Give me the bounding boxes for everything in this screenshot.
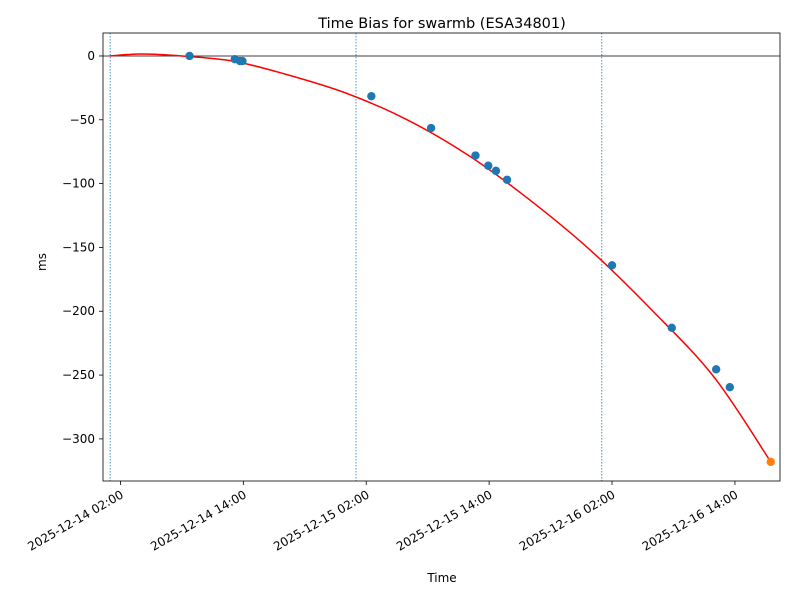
- observed-point: [426, 123, 436, 133]
- chart-title: Time Bias for swarmb (ESA34801): [317, 16, 566, 32]
- observed-point: [607, 261, 617, 270]
- observed-point: [185, 51, 194, 61]
- vertical-lines: [109, 33, 603, 481]
- y-axis-label: ms: [35, 253, 49, 271]
- y-tick-label: −50: [70, 113, 95, 127]
- observed-point: [502, 175, 512, 184]
- observed-point: [667, 323, 676, 333]
- observed-point: [471, 151, 480, 160]
- fit-curve-line: [110, 53, 772, 463]
- y-tick-label: −300: [62, 432, 95, 446]
- observed-point: [238, 56, 247, 66]
- data-points: [185, 51, 775, 467]
- predicted-point: [766, 457, 775, 467]
- y-tick-label: −100: [62, 177, 95, 191]
- x-tick-label: 2025-12-15 14:00: [394, 487, 495, 553]
- x-tick-label: 2025-12-16 02:00: [517, 487, 618, 553]
- observed-point: [484, 161, 493, 170]
- observed-point: [725, 382, 735, 392]
- y-tick-label: −250: [62, 368, 95, 382]
- x-axis-label: Time: [426, 571, 456, 585]
- plot-frame: [102, 32, 781, 482]
- fit-curve-group: [110, 53, 772, 463]
- x-tick-label: 2025-12-15 02:00: [271, 487, 372, 553]
- y-tick-label: −200: [62, 304, 95, 318]
- observed-point: [711, 365, 721, 374]
- y-tick-label: −150: [62, 240, 95, 254]
- observed-point: [367, 91, 376, 101]
- x-tick-label: 2025-12-14 14:00: [148, 487, 249, 553]
- x-tick-label: 2025-12-14 02:00: [25, 487, 126, 553]
- y-tick-label: 0: [87, 49, 95, 63]
- x-tick-label: 2025-12-16 14:00: [640, 487, 741, 553]
- observed-point: [491, 166, 501, 176]
- y-axis-ticks: 0 −50 −100 −150 −200 −250 −300: [62, 49, 103, 446]
- x-axis-ticks: 2025-12-14 02:00 2025-12-14 14:00 2025-12-…: [25, 481, 740, 554]
